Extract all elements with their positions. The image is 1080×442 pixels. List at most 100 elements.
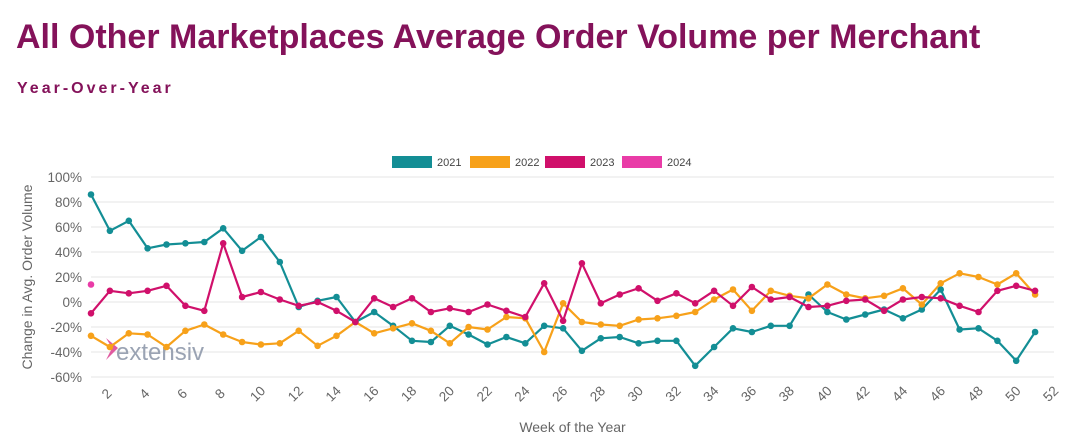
data-point	[219, 240, 227, 247]
data-point	[408, 320, 416, 327]
legend-label: 2024	[667, 157, 691, 169]
data-point	[540, 322, 548, 330]
x-tick-label: 32	[663, 383, 684, 404]
data-point	[805, 303, 812, 311]
data-point	[578, 347, 586, 355]
data-point	[597, 335, 605, 342]
data-point	[125, 290, 133, 297]
data-point	[257, 233, 265, 241]
x-tick-label: 48	[965, 383, 986, 404]
data-point	[635, 340, 642, 347]
y-tick-label: 0%	[62, 295, 82, 310]
data-point	[956, 302, 963, 310]
legend-item-2023[interactable]: 2023	[545, 156, 614, 169]
data-point	[843, 291, 850, 298]
y-axis-ticks: 100% 80% 60% 40% 20% 0% -20% -40% -60%	[47, 170, 82, 385]
legend-label: 2022	[515, 157, 539, 169]
data-point	[767, 287, 775, 295]
data-point	[1012, 357, 1020, 365]
data-point	[465, 331, 472, 338]
data-point	[408, 295, 416, 302]
data-point	[238, 293, 246, 301]
legend-item-2021[interactable]: 2021	[392, 156, 461, 169]
series-2024	[87, 281, 95, 288]
series-line-2021	[90, 193, 1037, 367]
grid-lines	[91, 176, 1054, 378]
x-tick-label: 16	[360, 383, 381, 404]
legend-item-2022[interactable]: 2022	[470, 156, 539, 169]
x-tick-label: 40	[814, 383, 835, 404]
data-point	[654, 337, 661, 345]
data-point	[559, 325, 567, 332]
data-point	[975, 308, 982, 316]
chart-title: All Other Marketplaces Average Order Vol…	[16, 18, 981, 56]
y-tick-label: 20%	[55, 270, 82, 285]
data-point	[163, 282, 170, 290]
data-point	[843, 297, 850, 305]
data-point	[861, 311, 869, 318]
x-tick-label: 50	[1002, 383, 1023, 404]
series-lines	[87, 191, 1039, 370]
legend-swatch	[622, 156, 662, 168]
data-point	[182, 240, 189, 247]
data-point	[219, 225, 227, 232]
data-point	[616, 322, 623, 330]
legend-swatch	[545, 156, 585, 168]
x-tick-label: 34	[700, 383, 722, 405]
data-point	[673, 290, 680, 297]
data-point	[729, 325, 737, 332]
y-tick-label: 100%	[47, 170, 82, 185]
data-point	[540, 280, 548, 287]
data-point	[503, 333, 510, 341]
data-point	[333, 307, 340, 315]
x-tick-label: 38	[776, 383, 797, 404]
series-2022	[87, 270, 1039, 356]
data-point	[710, 296, 718, 303]
data-point	[994, 287, 1001, 295]
data-point	[994, 281, 1001, 288]
data-point	[729, 286, 737, 293]
data-point	[295, 327, 303, 335]
x-tick-label: 6	[174, 386, 190, 402]
data-point	[370, 330, 378, 337]
data-point	[219, 331, 227, 338]
data-point	[465, 323, 472, 331]
x-tick-label: 12	[285, 383, 306, 404]
legend-item-2024[interactable]: 2024	[622, 156, 691, 169]
legend-label: 2023	[590, 157, 614, 169]
data-point	[937, 280, 944, 287]
data-point	[408, 337, 416, 345]
data-point	[427, 327, 435, 335]
data-point	[956, 270, 963, 277]
data-point	[182, 327, 189, 335]
data-point	[616, 291, 623, 298]
legend-swatch	[392, 156, 432, 168]
x-tick-label: 46	[927, 383, 948, 404]
data-point	[559, 317, 567, 325]
data-point	[125, 330, 133, 337]
data-point	[880, 292, 888, 300]
data-point	[182, 302, 189, 310]
legend-swatch	[470, 156, 510, 168]
y-tick-label: 60%	[55, 220, 82, 235]
data-point	[540, 348, 548, 356]
data-point	[918, 306, 926, 313]
data-point	[238, 338, 246, 346]
data-point	[635, 316, 642, 323]
data-point	[805, 295, 812, 302]
data-point	[295, 302, 303, 310]
x-tick-label: 14	[323, 383, 345, 405]
data-point	[484, 326, 491, 333]
x-tick-label: 8	[212, 386, 228, 402]
data-point	[446, 305, 454, 312]
data-point	[937, 286, 944, 293]
data-point	[106, 227, 114, 235]
data-point	[125, 217, 133, 225]
x-axis-label: Week of the Year	[519, 419, 626, 435]
data-point	[824, 302, 831, 310]
x-tick-label: 52	[1040, 383, 1061, 404]
x-tick-label: 28	[587, 383, 608, 404]
data-point	[503, 307, 510, 315]
y-axis-label: Change in Avg. Order Volume	[19, 184, 35, 369]
